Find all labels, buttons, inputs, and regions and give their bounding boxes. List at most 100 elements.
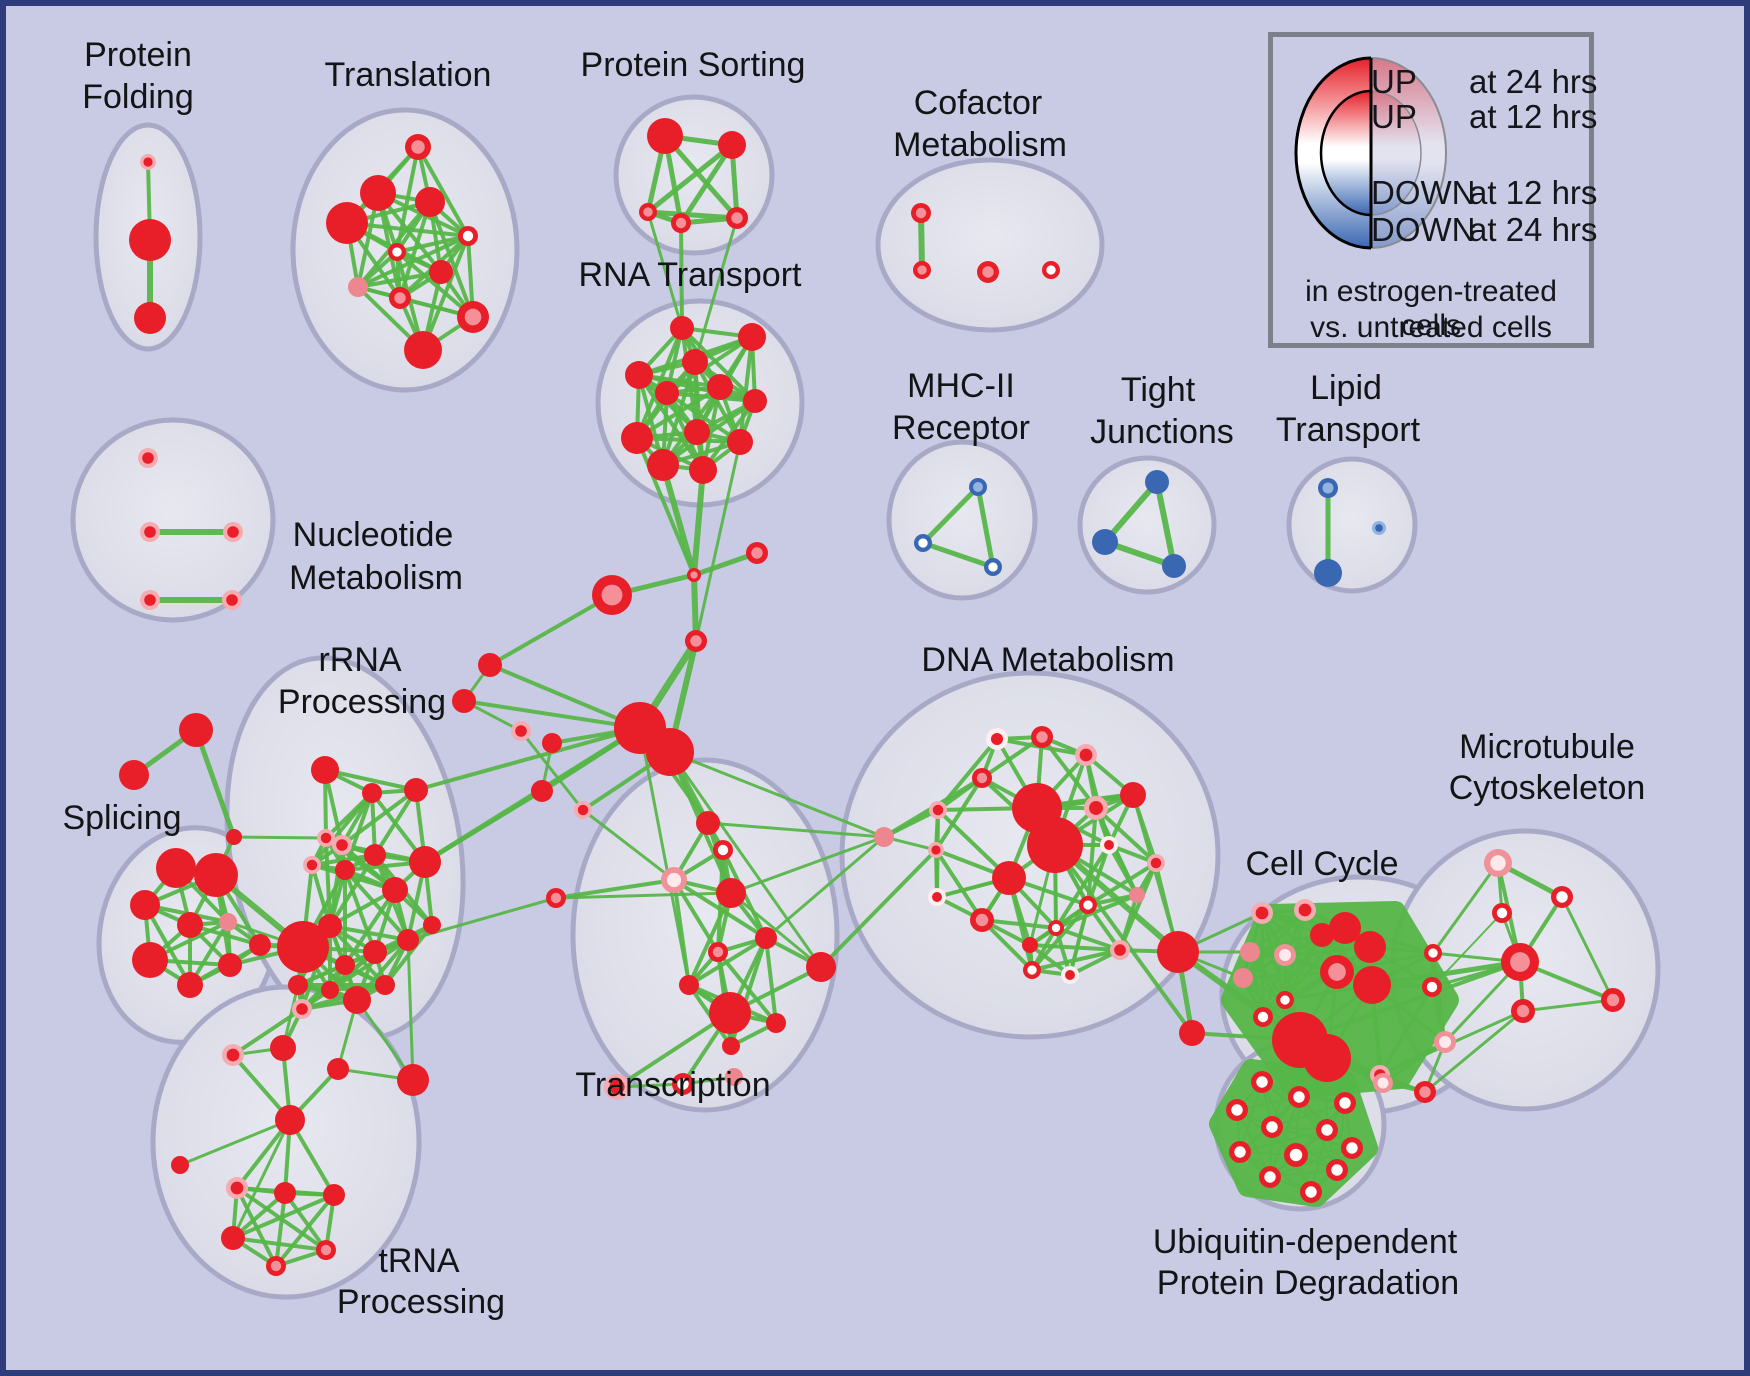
node-g1 (311, 756, 339, 784)
node-k4 (1310, 923, 1334, 947)
edge-g1-g3 (323, 768, 418, 792)
cluster-label: Processing (278, 683, 446, 721)
edge-u6-u7 (1239, 1129, 1328, 1153)
node-k12-center (1257, 1011, 1269, 1023)
edge-q9-d10 (819, 848, 938, 969)
edge-g3-g7 (373, 788, 418, 857)
edge-mh2-mh3 (920, 540, 996, 570)
cluster-label: Protein Sorting (581, 46, 806, 84)
edge-tj1-tj3 (1154, 479, 1177, 569)
node-s3-center (643, 207, 653, 217)
cluster-label: Cytoskeleton (1449, 769, 1646, 807)
node-p7 (177, 972, 203, 998)
legend-time: at 24 hrs (1469, 211, 1598, 248)
node-g18 (321, 981, 339, 999)
node-d6-center (932, 804, 944, 816)
node-lt3-center (1375, 524, 1383, 532)
edge-n5-n10 (231, 1118, 292, 1240)
node-d10-center (931, 845, 941, 855)
edge-t5-t8 (356, 234, 470, 289)
node-p4 (177, 912, 203, 938)
cluster-label: Receptor (892, 409, 1030, 447)
cluster-label: tRNA (378, 1242, 460, 1280)
node-tj1 (1145, 470, 1169, 494)
node-b5-center (515, 725, 527, 737)
node-d9 (1027, 817, 1083, 873)
edge-b5-b6 (519, 729, 585, 812)
node-q15 (725, 1068, 743, 1086)
edge-d13-d17 (1086, 861, 1158, 907)
node-d7-center (1089, 801, 1103, 815)
edge-q6-q11 (764, 936, 778, 1025)
cluster-label: Processing (337, 1283, 505, 1321)
node-r9 (684, 419, 710, 445)
edge-mh1-mh2 (920, 484, 981, 546)
node-d21 (1157, 931, 1199, 973)
cluster-label: Junctions (1090, 413, 1234, 451)
legend-inner-right-arc (1370, 90, 1422, 216)
node-n2 (270, 1035, 296, 1061)
edge-r1-r7 (680, 326, 757, 403)
node-q6 (755, 927, 777, 949)
edge-m5-m6 (1521, 998, 1615, 1013)
legend-faded-half (1371, 58, 1446, 248)
edge-k16-m6 (1423, 1009, 1525, 1094)
edge-n4-g19 (355, 998, 415, 1082)
edge-r10-c4 (694, 440, 742, 643)
edge-u3-u5 (1271, 1102, 1346, 1128)
node-m5-center (1606, 993, 1620, 1007)
node-k18-center (1428, 948, 1438, 958)
cluster-label: Protein Degradation (1157, 1264, 1459, 1302)
edge-b4-h1 (462, 699, 642, 730)
node-c4-center (690, 635, 702, 647)
node-nm3-center (227, 526, 239, 538)
edge-n8-n12 (274, 1191, 287, 1268)
legend-direction: UP (1371, 63, 1417, 100)
edge-r1-r8 (635, 326, 684, 440)
cluster-label: Metabolism (289, 559, 463, 597)
node-nm5-center (226, 594, 238, 606)
edge-u5-u9 (1271, 1126, 1353, 1149)
node-nm4-center (144, 594, 156, 606)
edge-n4-g15 (406, 938, 415, 1082)
edge-h2-d0 (668, 750, 886, 839)
node-p2 (194, 853, 238, 897)
node-n4 (397, 1064, 429, 1096)
node-k11-center (1280, 995, 1290, 1005)
node-u11-center (1331, 1164, 1343, 1176)
node-d24-center (1065, 970, 1075, 980)
edge-d0-q4 (729, 835, 886, 895)
cluster-label: RNA Transport (579, 256, 803, 294)
legend-footer-line1: in estrogen-treated cells (1305, 275, 1557, 342)
node-q9 (806, 952, 836, 982)
node-d3-center (1079, 748, 1093, 762)
edge-h1-q8 (638, 726, 691, 987)
node-d20-center (1114, 944, 1126, 956)
node-c2-center (751, 547, 763, 559)
edge-s5-r4 (693, 216, 739, 364)
node-d15-center (975, 913, 989, 927)
node-u2-center (1293, 1091, 1305, 1103)
cluster-label: Translation (325, 56, 492, 94)
node-n5 (275, 1105, 305, 1135)
legend-time: at 12 hrs (1469, 98, 1598, 135)
node-m1-center (1490, 855, 1506, 871)
node-u4-center (1231, 1104, 1243, 1116)
edge-s2-s4 (678, 142, 735, 226)
node-m3-center (1496, 907, 1508, 919)
node-lt1-center (1322, 482, 1334, 494)
node-t8 (348, 277, 368, 297)
node-n12-center (270, 1260, 282, 1272)
node-t11 (404, 331, 442, 369)
node-p8 (218, 953, 242, 977)
node-r4 (682, 349, 708, 375)
edge-g11-g15 (328, 924, 410, 942)
edge-g6-g15 (343, 868, 410, 942)
edge-r11-c1 (660, 462, 697, 578)
cluster-cofactor-metabolism (875, 157, 1105, 333)
cluster-lipid-transport (1286, 456, 1418, 594)
node-u12-center (1305, 1186, 1317, 1198)
edge-r6-r7 (665, 391, 757, 403)
node-s2 (718, 131, 746, 159)
node-d2-center (1036, 731, 1048, 743)
